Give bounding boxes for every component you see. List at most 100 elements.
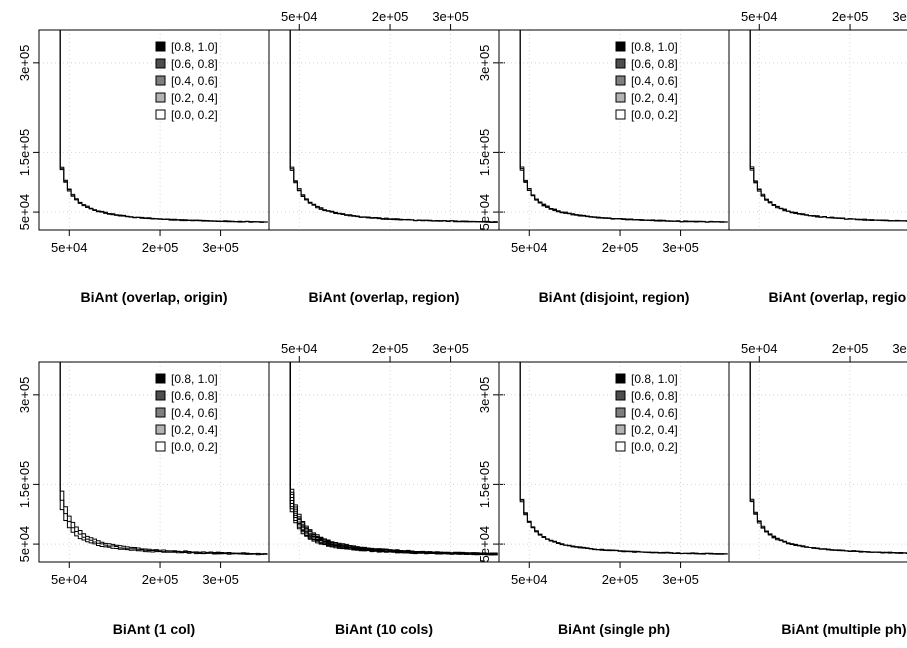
panel-frame	[728, 29, 907, 231]
attainment-curve-5	[289, 362, 498, 555]
x-tick-label: 5e+04	[51, 240, 88, 255]
x-tick-label: 2e+05	[142, 572, 179, 587]
legend-swatch	[155, 58, 166, 69]
legend-swatch	[155, 424, 166, 435]
chart-figure-4: 5e+04 2e+05 3e+05 5e+04 1.5e+05 3e+05 BiAnt (s…	[477, 341, 907, 637]
panel-title: BiAnt (overlap, region)	[769, 289, 907, 305]
y-tick-label: 3e+05	[477, 45, 492, 82]
x-tick-label: 3e+05	[892, 341, 907, 356]
attainment-curve-3	[519, 362, 728, 555]
x-tick-label: 3e+05	[892, 9, 907, 24]
x-tick-label: 2e+05	[372, 9, 409, 24]
x-tick-label: 3e+05	[662, 240, 699, 255]
legend-swatch	[615, 373, 626, 384]
legend-swatch	[155, 41, 166, 52]
legend-swatch	[155, 390, 166, 401]
attainment-curve-3	[519, 30, 728, 223]
x-tick-label: 2e+05	[142, 240, 179, 255]
legend-swatch	[615, 75, 626, 86]
x-tick-label: 2e+05	[832, 341, 869, 356]
panel-title: BiAnt (overlap, region)	[309, 289, 460, 305]
panel-left: 5e+04 2e+05 3e+05 5e+04 1.5e+05 3e+05 BiAnt (s…	[477, 361, 730, 637]
panel-title: BiAnt (1 col)	[113, 621, 195, 637]
attainment-curve-7	[289, 362, 498, 555]
attainment-curve-3	[749, 30, 907, 222]
legend-swatch	[615, 58, 626, 69]
legend-label: [0.2, 0.4]	[171, 91, 218, 105]
attainment-curve-1	[749, 362, 907, 554]
y-tick-label: 5e+04	[17, 526, 32, 563]
x-tick-label: 5e+04	[741, 341, 778, 356]
x-tick-label: 5e+04	[741, 9, 778, 24]
y-tick-label: 3e+05	[17, 377, 32, 414]
legend-swatch	[615, 109, 626, 120]
panel-frame	[498, 29, 730, 231]
y-tick-label: 1.5e+05	[17, 129, 32, 176]
y-tick-label: 5e+04	[17, 194, 32, 231]
x-tick-label: 5e+04	[511, 572, 548, 587]
legend-label: [0.2, 0.4]	[631, 423, 678, 437]
panel-frame	[268, 29, 500, 231]
legend-label: [0.6, 0.8]	[171, 57, 218, 71]
y-tick-label: 3e+05	[17, 45, 32, 82]
panel-right: 5e+04 2e+05 3e+05 BiAnt (multiple ph)	[728, 341, 907, 637]
panel-title: BiAnt (overlap, origin)	[81, 289, 228, 305]
legend-swatch	[615, 441, 626, 452]
x-tick-label: 2e+05	[372, 341, 409, 356]
y-tick-label: 5e+04	[477, 526, 492, 563]
x-tick-label: 2e+05	[602, 240, 639, 255]
x-tick-label: 3e+05	[662, 572, 699, 587]
legend-swatch	[155, 109, 166, 120]
legend-label: [0.6, 0.8]	[631, 57, 678, 71]
x-tick-label: 2e+05	[832, 9, 869, 24]
y-tick-label: 1.5e+05	[17, 461, 32, 508]
attainment-curve-1	[749, 30, 907, 222]
panel-frame	[498, 361, 730, 563]
legend-label: [0.4, 0.6]	[171, 406, 218, 420]
x-tick-label: 3e+05	[202, 572, 239, 587]
attainment-curve-2	[749, 30, 907, 222]
y-tick-label: 5e+04	[477, 194, 492, 231]
attainment-curve-3	[749, 362, 907, 554]
legend: [0.8, 1.0] [0.6, 0.8] [0.4, 0.6] [0.2, 0.4]…	[615, 372, 678, 454]
legend-swatch	[155, 407, 166, 418]
panel-title: BiAnt (multiple ph)	[781, 621, 906, 637]
panel-left: 5e+04 2e+05 3e+05 5e+04 1.5e+05 3e+05 BiAnt (1…	[17, 361, 270, 637]
attainment-curve-3	[289, 30, 498, 223]
chart-figure-1: 5e+04 2e+05 3e+05 5e+04 1.5e+05 3e+05 BiAnt (o…	[17, 9, 505, 305]
legend-label: [0.4, 0.6]	[171, 74, 218, 88]
panel-title: BiAnt (10 cols)	[335, 621, 433, 637]
legend-swatch	[155, 441, 166, 452]
x-tick-label: 2e+05	[602, 572, 639, 587]
attainment-curve-1	[289, 30, 498, 223]
attainment-curve-6	[289, 362, 498, 555]
x-tick-label: 5e+04	[51, 572, 88, 587]
legend-swatch	[155, 92, 166, 103]
chart-figure-2: 5e+04 2e+05 3e+05 5e+04 1.5e+05 3e+05 BiAnt (d…	[477, 9, 907, 305]
attainment-curve-1	[289, 362, 498, 556]
panel-title: BiAnt (single ph)	[558, 621, 670, 637]
legend: [0.8, 1.0] [0.6, 0.8] [0.4, 0.6] [0.2, 0.4]…	[155, 372, 218, 454]
legend-label: [0.4, 0.6]	[631, 74, 678, 88]
legend-swatch	[615, 92, 626, 103]
attainment-curve-2	[289, 362, 498, 556]
legend-swatch	[615, 424, 626, 435]
legend-swatch	[615, 390, 626, 401]
legend-swatch	[155, 75, 166, 86]
x-tick-label: 5e+04	[281, 9, 318, 24]
panel-right: 5e+04 2e+05 3e+05 BiAnt (overlap, region)	[728, 9, 907, 305]
x-tick-label: 3e+05	[202, 240, 239, 255]
legend-label: [0.8, 1.0]	[631, 372, 678, 386]
legend-swatch	[615, 407, 626, 418]
panel-right: 5e+04 2e+05 3e+05 BiAnt (overlap, region)	[268, 9, 505, 305]
legend-label: [0.8, 1.0]	[171, 372, 218, 386]
panel-frame	[728, 361, 907, 563]
y-tick-label: 1.5e+05	[477, 461, 492, 508]
panel-left: 5e+04 2e+05 3e+05 5e+04 1.5e+05 3e+05 BiAnt (d…	[477, 29, 730, 305]
legend-label: [0.0, 0.2]	[171, 440, 218, 454]
x-tick-label: 5e+04	[281, 341, 318, 356]
legend-label: [0.6, 0.8]	[631, 389, 678, 403]
attainment-curve-3	[59, 362, 268, 555]
attainment-curve-9	[289, 362, 498, 555]
